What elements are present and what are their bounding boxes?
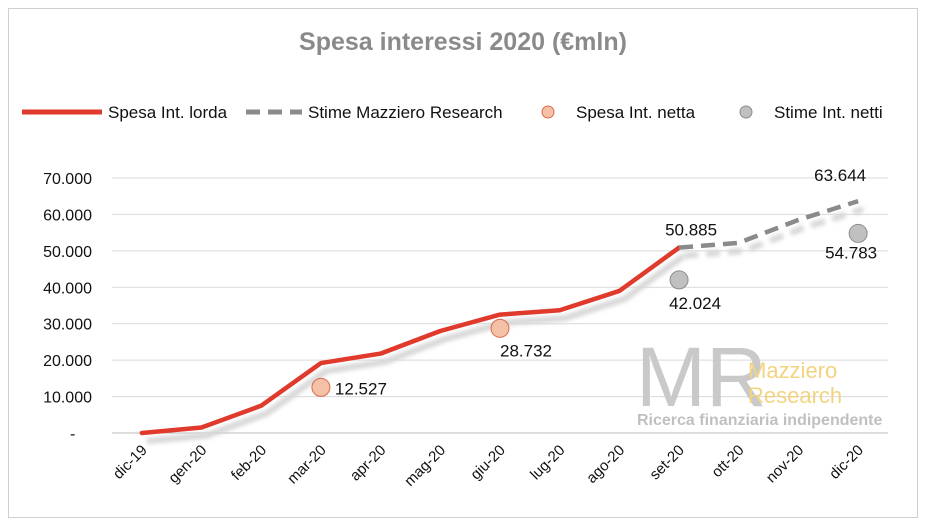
y-tick-label: - xyxy=(70,426,75,443)
x-tick-label: ago-20 xyxy=(583,442,628,487)
legend-label-stime-mazziero-research: Stime Mazziero Research xyxy=(308,103,503,122)
y-tick-label: 30.000 xyxy=(43,317,92,334)
legend-label-spesa-int-lorda: Spesa Int. lorda xyxy=(108,103,228,122)
legend-swatch-spesa-int-netta xyxy=(541,105,555,119)
data-label: 28.732 xyxy=(500,341,552,360)
y-tick-label: 50.000 xyxy=(43,244,92,261)
data-label: 54.783 xyxy=(825,243,877,262)
series-shadow-stime-mazziero-research xyxy=(683,206,865,259)
x-tick-label: nov-20 xyxy=(763,442,807,486)
legend-label-stime-int-netti: Stime Int. netti xyxy=(774,103,883,122)
y-tick-label: 70.000 xyxy=(43,171,92,188)
legend-swatch-stime-int-netti xyxy=(739,105,753,119)
data-label: 42.024 xyxy=(669,294,721,313)
x-tick-label: dic-19 xyxy=(110,442,151,483)
mazziero-research-logo: MR Mazziero Research Ricerca finanziaria… xyxy=(636,330,883,429)
marker-spesa-int-netta xyxy=(311,377,331,397)
series-layer xyxy=(139,199,868,444)
x-tick-label: giu-20 xyxy=(467,442,509,484)
marker-stime-int-netti xyxy=(848,223,868,243)
logo-monogram: MR xyxy=(636,330,767,424)
marker-stime-int-netti xyxy=(669,270,689,290)
x-tick-label: feb-20 xyxy=(228,442,270,484)
data-label: 12.527 xyxy=(335,379,387,398)
x-tick-label: set-20 xyxy=(646,442,688,484)
y-axis: - 10.000 20.000 30.000 40.000 50.000 60.000 70.… xyxy=(43,171,92,443)
x-tick-label: lug-20 xyxy=(527,442,569,484)
x-tick-label: gen-20 xyxy=(165,442,210,487)
x-tick-label: ott-20 xyxy=(708,442,747,481)
y-tick-label: 20.000 xyxy=(43,353,92,370)
data-labels: 12.527 28.732 50.885 42.024 63.644 54.783 xyxy=(335,166,877,398)
x-tick-label: apr-20 xyxy=(347,442,390,485)
y-tick-label: 40.000 xyxy=(43,280,92,297)
series-line-spesa-int-lorda xyxy=(139,245,682,436)
x-tick-label: dic-20 xyxy=(826,442,867,483)
logo-line2: Research xyxy=(748,383,842,408)
x-tick-label: mar-20 xyxy=(284,442,330,488)
legend: Spesa Int. lorda Stime Mazziero Research S… xyxy=(22,103,883,122)
y-tick-label: 60.000 xyxy=(43,207,92,224)
logo-line1: Mazziero xyxy=(748,358,837,383)
data-label: 50.885 xyxy=(665,221,717,240)
x-tick-label: mag-20 xyxy=(401,442,449,490)
x-axis: dic-19 gen-20 feb-20 mar-20 apr-20 mag-20 giu-… xyxy=(110,442,867,490)
legend-label-spesa-int-netta: Spesa Int. netta xyxy=(576,103,696,122)
marker-spesa-int-netta xyxy=(490,318,510,338)
logo-tagline: Ricerca finanziaria indipendente xyxy=(637,412,883,429)
chart-title: Spesa interessi 2020 (€mln) xyxy=(299,28,627,56)
y-tick-label: 10.000 xyxy=(43,390,92,407)
series-shadow-spesa-int-lorda xyxy=(146,253,686,444)
data-label: 63.644 xyxy=(814,166,866,185)
series-line-stime-mazziero-research xyxy=(678,199,859,250)
